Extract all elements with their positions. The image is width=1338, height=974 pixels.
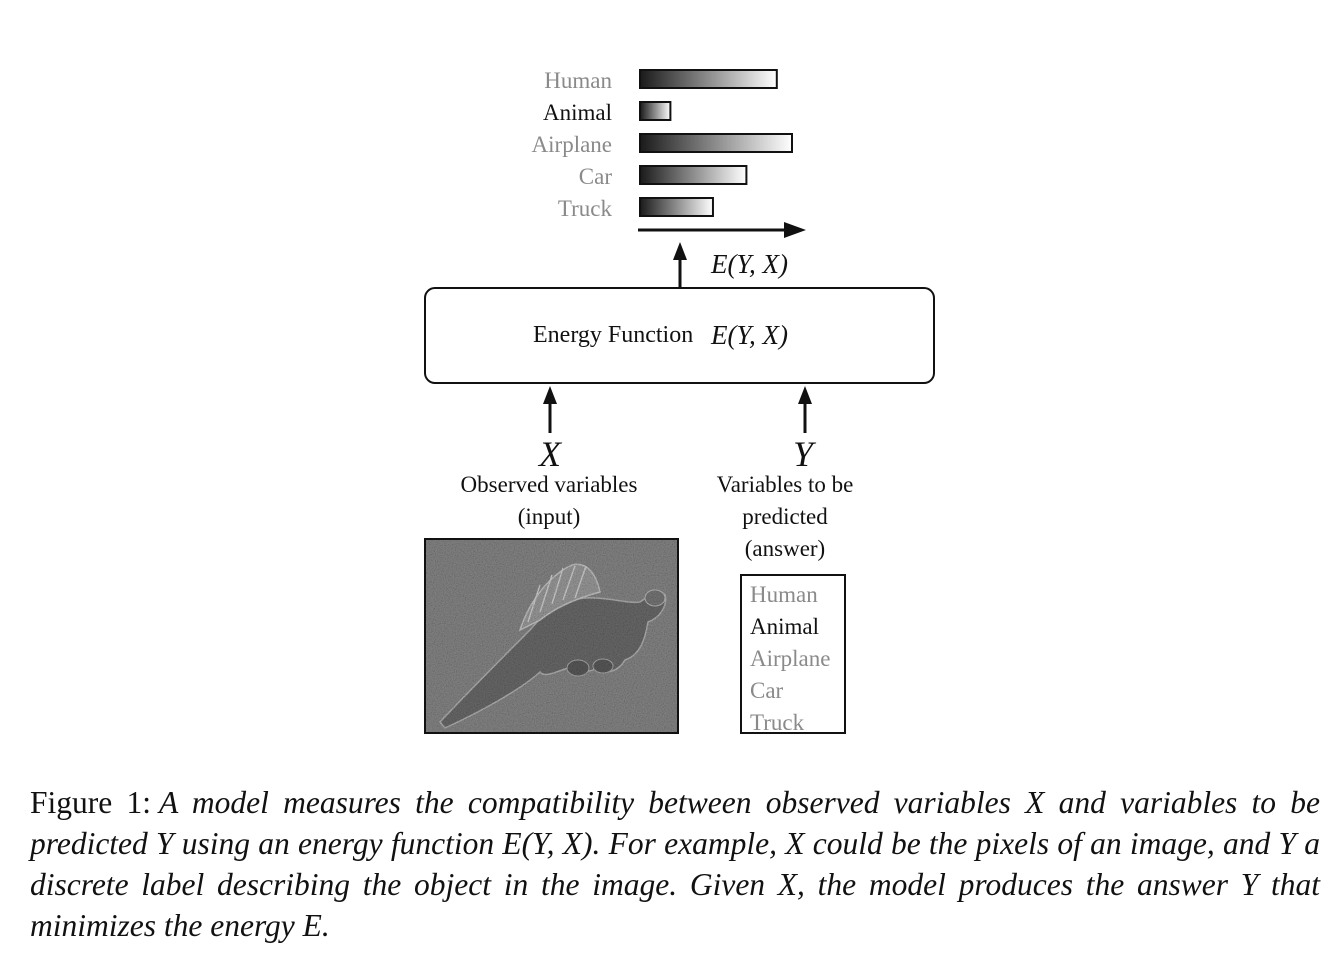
answer-description-line3: (answer) xyxy=(745,536,825,561)
energy-bar xyxy=(639,69,778,89)
input-arrow xyxy=(543,386,557,433)
figure-caption: Figure 1: A model measures the compatibil… xyxy=(30,782,1320,946)
energy-bar-label: Car xyxy=(579,164,613,189)
answer-options-box xyxy=(740,574,846,734)
energy-bar xyxy=(639,101,672,121)
answer-option: Animal xyxy=(750,614,819,639)
answer-arrow xyxy=(798,386,812,433)
answer-option: Car xyxy=(750,678,784,703)
energy-output-arrow xyxy=(673,242,687,288)
input-image xyxy=(424,538,679,734)
answer-symbol: Y xyxy=(793,434,817,474)
figure-caption-text: A model measures the compatibility betwe… xyxy=(30,785,1321,943)
energy-axis-label: E(Y, X) xyxy=(710,249,788,279)
energy-model-diagram: Human Animal Airplane Car Truck E(Y, X) Ener… xyxy=(424,68,935,735)
energy-bar xyxy=(639,133,793,153)
energy-bar xyxy=(639,165,748,185)
answer-option: Truck xyxy=(750,710,805,735)
answer-option: Airplane xyxy=(750,646,830,671)
answer-description-line2: predicted xyxy=(742,504,828,529)
energy-bar-label: Truck xyxy=(558,196,613,221)
input-description-line2: (input) xyxy=(518,504,581,529)
figure-label: Figure 1: xyxy=(30,785,151,820)
answer-description-line1: Variables to be xyxy=(717,472,854,497)
energy-bar-chart: Human Animal Airplane Car Truck xyxy=(532,68,793,221)
energy-function-box xyxy=(424,287,935,384)
input-description-line1: Observed variables xyxy=(461,472,638,497)
energy-bar-label: Airplane xyxy=(532,132,612,157)
energy-function-math: E(Y, X) xyxy=(710,320,788,350)
answer-option: Human xyxy=(750,582,818,607)
energy-bar-label: Human xyxy=(544,68,612,93)
energy-axis xyxy=(638,222,806,238)
answer-options-list: Human Animal Airplane Car Truck xyxy=(750,582,830,735)
energy-bar xyxy=(639,197,714,217)
input-symbol: X xyxy=(537,434,563,474)
energy-bar-label: Animal xyxy=(543,100,612,125)
energy-function-label: Energy Function xyxy=(533,322,693,348)
